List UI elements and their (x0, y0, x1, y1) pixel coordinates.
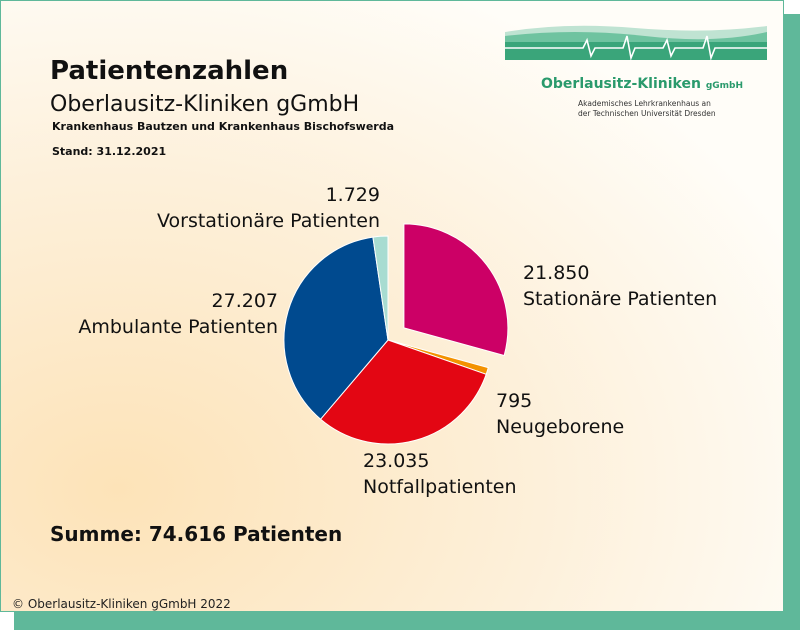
value-neugeborene: 795 (496, 390, 533, 412)
pie-slice-vorstationaer (372, 235, 389, 341)
heartbeat-icon (505, 35, 767, 61)
date-line: Stand: 31.12.2021 (52, 145, 167, 158)
value-ambulant: 27.207 (211, 290, 278, 312)
page-subtitle: Oberlausitz-Kliniken gGmbH (50, 92, 360, 117)
name-vorstationaer: Vorstationäre Patienten (157, 210, 380, 232)
value-vorstationaer: 1.729 (325, 184, 380, 206)
label-ambulant: 27.207 Ambulante Patienten (78, 288, 278, 340)
name-notfall: Notfallpatienten (363, 476, 517, 498)
name-stationaer: Stationäre Patienten (523, 288, 718, 310)
label-stationaer: 21.850 Stationäre Patienten (523, 260, 717, 312)
pie-slice-stationaer (403, 223, 509, 357)
summary-total: Summe: 74.616 Patienten (50, 522, 343, 546)
value-stationaer: 21.850 (523, 262, 590, 284)
label-vorstationaer: 1.729 Vorstationäre Patienten (157, 182, 380, 234)
name-ambulant: Ambulante Patienten (78, 316, 278, 338)
logo-tagline: Akademisches Lehrkrankenhaus an der Tech… (578, 99, 716, 118)
pie-slice-notfall (319, 339, 487, 445)
value-notfall: 23.035 (363, 450, 430, 472)
name-neugeborene: Neugeborene (496, 416, 625, 438)
slide-card (0, 0, 784, 612)
logo-name: Oberlausitz-Kliniken gGmbH (541, 76, 743, 92)
hospitals-line: Krankenhaus Bautzen und Krankenhaus Bisc… (52, 120, 395, 133)
pie-slice-ambulant (283, 236, 389, 420)
copyright: © Oberlausitz-Kliniken gGmbH 2022 (12, 597, 231, 611)
label-notfall: 23.035 Notfallpatienten (363, 448, 517, 500)
label-neugeborene: 795 Neugeborene (496, 388, 624, 440)
page-title: Patientenzahlen (50, 56, 289, 86)
logo-banner-icon (505, 25, 767, 61)
